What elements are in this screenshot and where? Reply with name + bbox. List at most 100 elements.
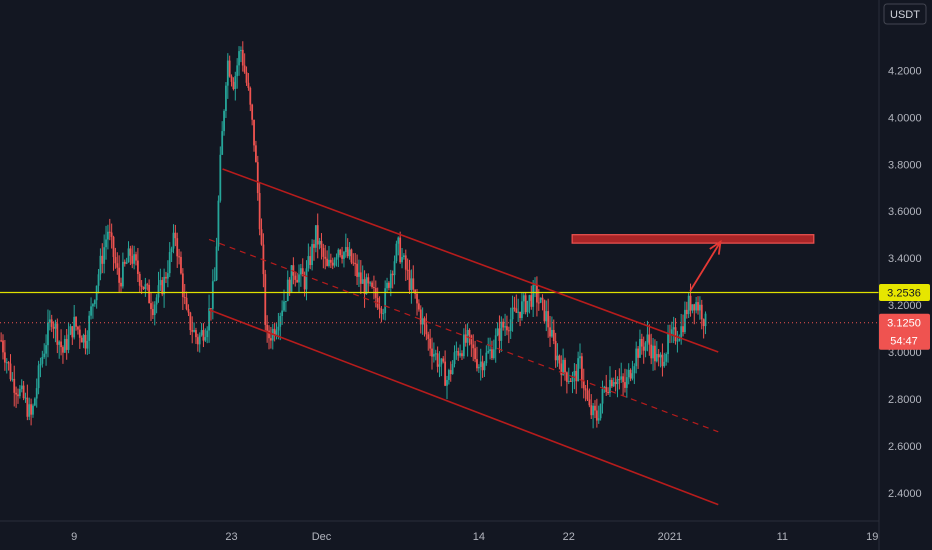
candle-body (676, 340, 679, 342)
candle-body (296, 279, 299, 283)
candle-body (552, 329, 555, 342)
candle-body (18, 389, 21, 397)
candle-body (522, 295, 525, 302)
time-tick: Dec (312, 531, 332, 543)
candle-body (425, 324, 428, 335)
price-axis[interactable]: 4.2000 4.0000 3.8000 3.6000 3.4000 3.2000 2.80… (888, 65, 922, 499)
candle-body (479, 361, 482, 367)
candle-body (208, 308, 210, 331)
candle-body (311, 244, 314, 266)
candle-body (3, 352, 6, 363)
candle-body (395, 243, 398, 262)
candle-body (580, 356, 583, 382)
candle-body (571, 375, 574, 382)
candle-body (223, 110, 225, 132)
price-tick: 4.2000 (888, 65, 922, 77)
candle-body (157, 285, 160, 298)
currency-button[interactable]: USDT (883, 3, 927, 25)
candle-body (232, 81, 235, 90)
candle-body (133, 254, 136, 264)
candle-body (444, 361, 447, 386)
channel-median-line[interactable] (208, 238, 719, 433)
drawings-layer[interactable] (0, 168, 879, 506)
candle-body (672, 327, 675, 330)
time-tick: 2021 (658, 531, 682, 543)
projection-arrow[interactable] (689, 241, 722, 292)
candle-body (260, 229, 263, 245)
candle-body (509, 319, 512, 331)
candle-body (389, 273, 392, 288)
candle-body (127, 248, 130, 263)
candle-body (56, 323, 59, 345)
candle-body (476, 359, 478, 369)
candle-body (594, 405, 596, 411)
candle-body (50, 319, 53, 327)
candle-body (292, 265, 295, 276)
price-badges: 3.0000 3.2536 3.1250 54:47 (879, 284, 930, 359)
candle-body (131, 255, 134, 264)
target-zone-rectangle[interactable] (571, 234, 815, 244)
candle-body (483, 363, 486, 371)
candle-body (461, 353, 463, 357)
candle-body (15, 392, 18, 395)
candle-body (597, 418, 600, 421)
candle-body (30, 404, 32, 415)
candle-body (238, 51, 240, 66)
bar-countdown-label: 54:47 (890, 336, 918, 348)
candle-body (470, 335, 473, 345)
candle-body (148, 284, 151, 304)
candle-body (519, 311, 521, 318)
candle-body (281, 310, 284, 316)
candle-body (431, 348, 433, 357)
time-axis[interactable]: 9 23 Dec 14 22 2021 11 19 (71, 531, 878, 543)
candle-body (560, 363, 563, 375)
candle-body (685, 309, 688, 315)
candle-body (358, 272, 360, 277)
candle-body (700, 304, 703, 320)
candle-body (313, 244, 315, 248)
candle-body (273, 328, 276, 337)
candle-body (562, 359, 565, 375)
candle-body (354, 263, 357, 265)
candle-body (151, 309, 154, 316)
candle-body (667, 333, 669, 355)
channel-lower-line[interactable] (208, 309, 719, 506)
candle-body (318, 240, 321, 245)
candle-body (601, 389, 604, 404)
time-tick: 23 (225, 531, 237, 543)
candle-body (466, 329, 469, 343)
candle-body (221, 131, 224, 155)
candle-body (110, 232, 113, 237)
candle-body (352, 262, 355, 264)
candle-body (429, 338, 432, 349)
candle-body (138, 273, 141, 286)
candle-body (691, 304, 694, 311)
candle-body (176, 238, 179, 257)
candle-body (290, 265, 293, 292)
candle-body (178, 256, 180, 258)
candle-body (624, 382, 626, 388)
candle-body (513, 307, 516, 309)
candle-body (144, 284, 147, 290)
candle-body (67, 334, 70, 350)
candle-body (146, 284, 149, 286)
candle-body (536, 284, 538, 303)
candle-body (284, 301, 287, 303)
candle-body (54, 323, 57, 329)
candle-body (609, 379, 611, 393)
candle-body (329, 259, 332, 263)
candle-body (196, 337, 199, 345)
candle-body (228, 60, 231, 77)
candle-body (153, 304, 156, 316)
candle-body (616, 379, 619, 385)
candle-body (573, 370, 576, 376)
channel-upper-line[interactable] (222, 168, 719, 353)
candle-body (440, 358, 443, 365)
candle-body (545, 311, 548, 322)
candle-body (159, 280, 162, 286)
candle-body (48, 319, 51, 323)
candle-body (704, 313, 707, 327)
candle-body (633, 366, 636, 374)
candle-body (101, 255, 104, 264)
